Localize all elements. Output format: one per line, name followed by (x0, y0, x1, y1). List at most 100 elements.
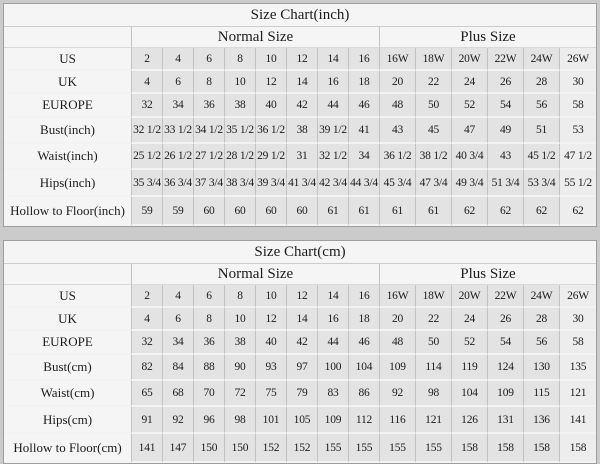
size-value-cell: 121 (416, 407, 452, 434)
size-value-cell: 158 (452, 434, 488, 463)
size-value-cell: 42 3/4 (318, 170, 349, 197)
size-value-cell: 45 1/2 (524, 144, 560, 170)
size-value-cell: 12 (256, 308, 287, 331)
size-value-cell: 31 (287, 144, 318, 170)
size-value-cell: 10 (225, 308, 256, 331)
size-value-cell: 88 (194, 355, 225, 381)
size-value-cell: 20 (380, 308, 416, 331)
size-value-cell: 100 (318, 355, 349, 381)
size-value-cell: 22W (488, 48, 524, 71)
size-value-cell: 36 (194, 94, 225, 118)
normal-size-header: Normal Size (132, 264, 380, 285)
size-value-cell: 32 1/2 (318, 144, 349, 170)
size-value-cell: 62 (452, 197, 488, 226)
size-value-cell: 43 (488, 144, 524, 170)
size-value-cell: 82 (132, 355, 163, 381)
size-value-cell: 62 (488, 197, 524, 226)
size-value-cell: 136 (524, 407, 560, 434)
table-row: Hollow to Floor(inch) 59 59 60 60 60 60 61 61 61 6… (4, 197, 597, 226)
size-value-cell: 16 (318, 71, 349, 94)
size-value-cell: 16W (380, 285, 416, 308)
size-value-cell: 4 (163, 285, 194, 308)
size-value-cell: 54 (488, 331, 524, 355)
size-value-cell: 47 (452, 118, 488, 144)
size-value-cell: 12 (256, 71, 287, 94)
size-value-cell: 65 (132, 381, 163, 407)
size-value-cell: 20W (452, 285, 488, 308)
size-value-cell: 10 (256, 48, 287, 71)
row-label: Waist(inch) (4, 144, 132, 170)
table-row: Waist(cm) 65 68 70 72 75 79 83 86 92 98 104 109 115 12… (4, 381, 597, 407)
size-value-cell: 26 (488, 308, 524, 331)
size-value-cell: 53 3/4 (524, 170, 560, 197)
size-value-cell: 158 (524, 434, 560, 463)
row-label: Hips(cm) (4, 407, 132, 434)
size-value-cell: 130 (524, 355, 560, 381)
size-value-cell: 61 (318, 197, 349, 226)
size-value-cell: 18 (349, 308, 380, 331)
size-value-cell: 55 1/2 (560, 170, 597, 197)
size-value-cell: 59 (132, 197, 163, 226)
size-value-cell: 16 (349, 285, 380, 308)
size-value-cell: 39 3/4 (256, 170, 287, 197)
size-value-cell: 4 (132, 71, 163, 94)
size-value-cell: 131 (488, 407, 524, 434)
size-value-cell: 30 (560, 71, 597, 94)
size-value-cell: 56 (524, 94, 560, 118)
size-value-cell: 22 (416, 71, 452, 94)
size-value-cell: 49 (488, 118, 524, 144)
size-value-cell: 104 (452, 381, 488, 407)
size-value-cell: 60 (287, 197, 318, 226)
size-value-cell: 6 (163, 71, 194, 94)
row-label: US (4, 48, 132, 71)
size-value-cell: 26 1/2 (163, 144, 194, 170)
size-value-cell: 114 (416, 355, 452, 381)
table-row: EUROPE 32 34 36 38 40 42 44 46 48 50 52 54 56 58 (4, 94, 597, 118)
size-value-cell: 14 (318, 285, 349, 308)
size-value-cell: 56 (524, 331, 560, 355)
size-value-cell: 12 (287, 48, 318, 71)
size-value-cell: 115 (524, 381, 560, 407)
size-value-cell: 59 (163, 197, 194, 226)
size-value-cell: 92 (163, 407, 194, 434)
size-value-cell: 135 (560, 355, 597, 381)
size-value-cell: 8 (225, 48, 256, 71)
size-value-cell: 4 (163, 48, 194, 71)
size-value-cell: 52 (452, 331, 488, 355)
size-value-cell: 158 (488, 434, 524, 463)
size-value-cell: 83 (318, 381, 349, 407)
size-value-cell: 58 (560, 331, 597, 355)
table-row: US 2 4 6 8 10 12 14 16 16W 18W 20W 22W 24W 26W (4, 285, 597, 308)
size-value-cell: 79 (287, 381, 318, 407)
size-value-cell: 43 (380, 118, 416, 144)
size-value-cell: 30 (560, 308, 597, 331)
size-value-cell: 32 (132, 331, 163, 355)
size-value-cell: 26W (560, 285, 597, 308)
size-value-cell: 75 (256, 381, 287, 407)
size-value-cell: 18W (416, 285, 452, 308)
size-value-cell: 50 (416, 94, 452, 118)
size-value-cell: 49 3/4 (452, 170, 488, 197)
size-value-cell: 34 (349, 144, 380, 170)
size-value-cell: 109 (488, 381, 524, 407)
size-value-cell: 141 (560, 407, 597, 434)
size-value-cell: 70 (194, 381, 225, 407)
size-value-cell: 51 (524, 118, 560, 144)
size-value-cell: 10 (256, 285, 287, 308)
plus-size-header: Plus Size (380, 27, 597, 48)
size-value-cell: 40 (256, 331, 287, 355)
size-chart-inch-table: Size Chart(inch) Normal Size Plus Size US 2 4… (3, 3, 598, 227)
size-value-cell: 158 (560, 434, 597, 463)
size-value-cell: 150 (194, 434, 225, 463)
size-value-cell: 29 1/2 (256, 144, 287, 170)
size-value-cell: 20W (452, 48, 488, 71)
size-value-cell: 42 (287, 331, 318, 355)
size-value-cell: 38 1/2 (416, 144, 452, 170)
size-value-cell: 38 3/4 (225, 170, 256, 197)
size-value-cell: 8 (194, 71, 225, 94)
size-value-cell: 150 (225, 434, 256, 463)
table-row: Waist(inch) 25 1/2 26 1/2 27 1/2 28 1/2 29 1/… (4, 144, 597, 170)
size-value-cell: 141 (132, 434, 163, 463)
size-value-cell: 18 (349, 71, 380, 94)
size-value-cell: 32 (132, 94, 163, 118)
